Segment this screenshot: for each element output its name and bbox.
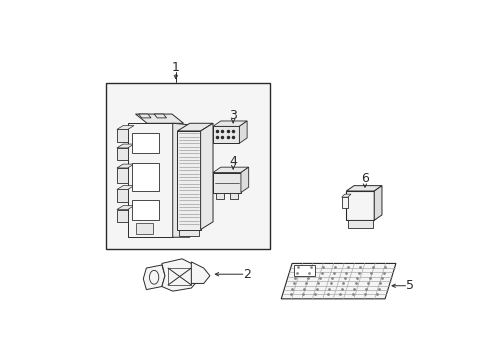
Bar [179,230,199,236]
Polygon shape [213,121,246,126]
Bar [117,168,127,183]
Polygon shape [191,262,209,283]
Bar [216,193,224,199]
Text: 4: 4 [229,155,237,168]
Bar [346,191,373,220]
Bar [117,210,127,222]
Polygon shape [373,186,381,220]
Polygon shape [138,114,151,118]
Polygon shape [117,186,134,189]
Polygon shape [117,206,134,210]
Polygon shape [177,123,213,131]
Bar [117,148,127,160]
Polygon shape [135,114,183,123]
Polygon shape [239,121,246,143]
Polygon shape [162,259,200,291]
Polygon shape [117,126,134,130]
Polygon shape [154,114,166,118]
Polygon shape [346,186,381,191]
Bar [213,172,241,193]
Bar [127,123,172,237]
Bar [230,193,237,199]
Bar [177,131,200,230]
Bar [135,223,152,234]
Polygon shape [241,167,248,193]
Bar [213,126,239,143]
Polygon shape [200,123,213,230]
Text: 6: 6 [360,172,368,185]
Polygon shape [143,265,164,289]
Bar [106,83,270,249]
Bar [117,189,127,202]
Bar [293,265,315,276]
Text: 1: 1 [172,61,180,74]
Text: 3: 3 [229,109,237,122]
Bar [341,197,347,208]
Polygon shape [117,144,134,148]
Bar [347,220,372,228]
Polygon shape [213,167,248,172]
Bar [132,132,159,153]
Polygon shape [117,164,134,168]
Text: 2: 2 [243,268,250,281]
Polygon shape [281,264,395,299]
Bar [132,163,159,191]
Bar [117,130,127,142]
Ellipse shape [149,270,159,284]
Bar [132,200,159,220]
Polygon shape [172,123,189,237]
Polygon shape [341,194,350,197]
Text: 5: 5 [405,279,413,292]
